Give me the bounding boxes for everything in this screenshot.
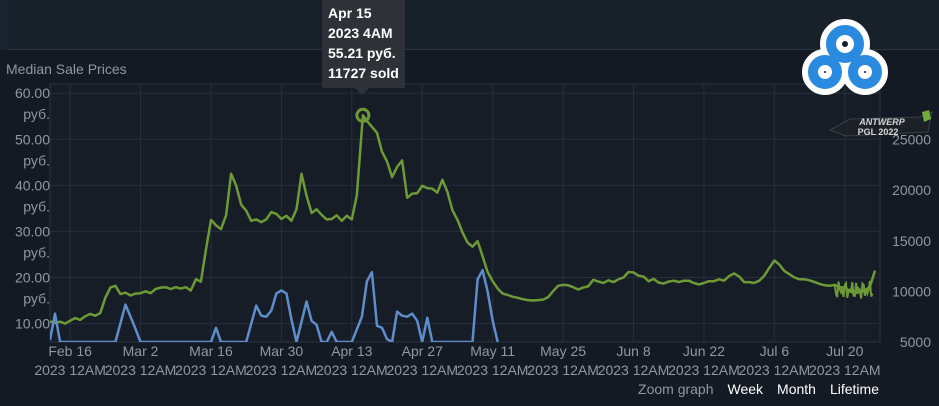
x-tick-sublabel: 2023 12AM bbox=[316, 362, 388, 378]
x-tick-sublabel: 2023 12AM bbox=[105, 362, 177, 378]
tooltip-sold: 11727 sold bbox=[328, 65, 399, 81]
x-tick-label: Jun 22 bbox=[683, 343, 725, 359]
x-tick-label: Jul 6 bbox=[760, 343, 790, 359]
svg-text:PGL 2022: PGL 2022 bbox=[858, 127, 899, 137]
top-band bbox=[0, 0, 939, 50]
price-tooltip: Apr 15 2023 4AM 55.21 руб. 11727 sold bbox=[322, 0, 405, 88]
x-tick-label: Apr 13 bbox=[331, 343, 372, 359]
price-series-recent-noise bbox=[833, 280, 874, 299]
x-tick-label: Jun 8 bbox=[616, 343, 650, 359]
x-tick-sublabel: 2023 12AM bbox=[34, 362, 106, 378]
x-tick-sublabel: 2023 12AM bbox=[668, 362, 740, 378]
y-right-tick-label: 15000 bbox=[892, 233, 931, 249]
zoom-week-button[interactable]: Week bbox=[727, 381, 764, 397]
x-tick-label: Feb 16 bbox=[48, 343, 92, 359]
tooltip-price: 55.21 руб. bbox=[328, 45, 396, 61]
y-right-tick-label: 10000 bbox=[892, 283, 931, 299]
x-tick-label: Mar 2 bbox=[123, 343, 159, 359]
zoom-controls: Zoom graph Week Month Lifetime bbox=[638, 381, 879, 397]
price-series-line bbox=[50, 114, 877, 325]
antwerp-2022-event-badge: ANTWERP PGL 2022 bbox=[828, 110, 933, 137]
x-tick-label: May 25 bbox=[540, 343, 586, 359]
y-left-tick-label: 50.00 bbox=[15, 131, 50, 147]
x-tick-sublabel: 2023 12AM bbox=[457, 362, 529, 378]
cloud9-logo-icon bbox=[802, 19, 888, 95]
volume-series-line bbox=[50, 268, 499, 342]
chart-title: Median Sale Prices bbox=[6, 61, 127, 77]
y-left-tick-label: 40.00 bbox=[15, 177, 50, 193]
y-left-tick-label: 10.00 bbox=[15, 316, 50, 332]
x-tick-label: Mar 16 bbox=[189, 343, 233, 359]
tooltip-pointer bbox=[355, 88, 369, 95]
y-left-tick-unit: руб. bbox=[23, 198, 50, 214]
x-tick-label: May 11 bbox=[470, 343, 515, 359]
y-left-tick-unit: руб. bbox=[23, 106, 50, 122]
x-tick-sublabel: 2023 12AM bbox=[246, 362, 318, 378]
x-tick-sublabel: 2023 12AM bbox=[386, 362, 458, 378]
y-right-tick-label: 25000 bbox=[892, 132, 931, 148]
header-strip bbox=[8, 0, 939, 50]
y-right-tick-label: 20000 bbox=[892, 182, 931, 198]
price-history-chart[interactable]: 60.00 руб. 50.00 руб. 40.00 руб. 30.00 руб. 20.0… bbox=[0, 50, 939, 406]
highlight-point-marker bbox=[355, 107, 371, 123]
y-left-tick-unit: руб. bbox=[23, 291, 50, 307]
x-tick-label: Mar 30 bbox=[260, 343, 304, 359]
zoom-lifetime-button[interactable]: Lifetime bbox=[829, 381, 879, 397]
y-left-tick-label: 20.00 bbox=[15, 270, 50, 286]
y-left-tick-label: 30.00 bbox=[15, 223, 50, 239]
x-tick-sublabel: 2023 12AM bbox=[175, 362, 247, 378]
svg-text:ANTWERP: ANTWERP bbox=[858, 117, 905, 127]
y-right-tick-label: 5000 bbox=[900, 334, 931, 350]
x-tick-label: Jul 20 bbox=[826, 343, 864, 359]
zoom-label: Zoom graph bbox=[638, 381, 714, 397]
price-history-panel: 60.00 руб. 50.00 руб. 40.00 руб. 30.00 руб. 20.0… bbox=[0, 50, 939, 378]
y-left-tick-unit: руб. bbox=[23, 152, 50, 168]
zoom-month-button[interactable]: Month bbox=[777, 381, 816, 397]
y-left-tick-label: 60.00 bbox=[15, 85, 50, 101]
x-tick-sublabel: 2023 12AM bbox=[809, 362, 881, 378]
x-tick-sublabel: 2023 12AM bbox=[527, 362, 599, 378]
tooltip-date: Apr 15 bbox=[328, 5, 372, 21]
tooltip-time: 2023 4AM bbox=[328, 25, 393, 41]
plot-area bbox=[49, 83, 881, 343]
x-tick-sublabel: 2023 12AM bbox=[739, 362, 811, 378]
x-tick-label: Apr 27 bbox=[402, 343, 443, 359]
y-left-tick-unit: руб. bbox=[23, 244, 50, 260]
x-tick-sublabel: 2023 12AM bbox=[598, 362, 670, 378]
